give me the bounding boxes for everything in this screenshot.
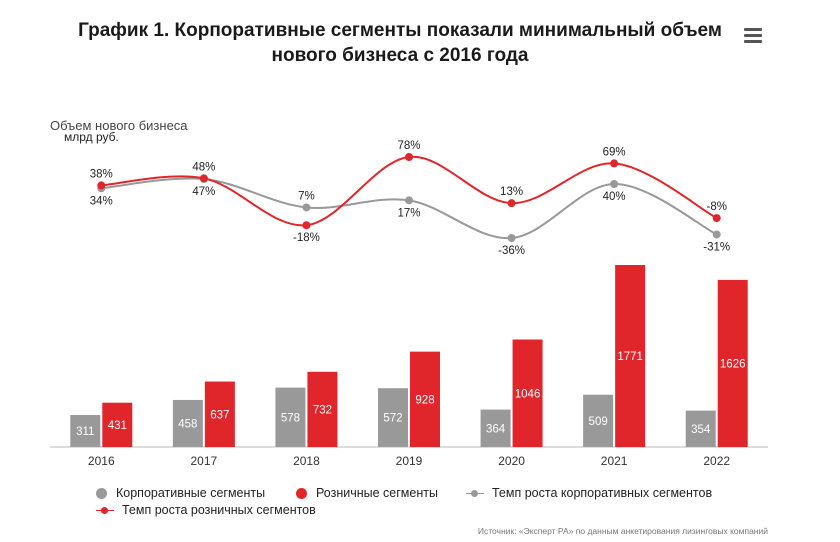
bar-label-corporate: 354: [691, 424, 711, 436]
point-corporate-growth: [712, 230, 721, 239]
bar-corporate: [275, 387, 306, 447]
bar-label-corporate: 578: [281, 412, 300, 424]
bar-retail: [615, 265, 646, 447]
x-tick-label: 2016: [88, 454, 115, 468]
label-corporate-growth: 7%: [298, 190, 315, 202]
point-corporate-growth: [302, 203, 311, 212]
bar-label-retail: 637: [210, 409, 229, 421]
bar-label-corporate: 364: [486, 423, 506, 435]
bar-label-retail: 431: [108, 420, 127, 432]
bar-corporate: [583, 394, 614, 447]
bar-corporate: [378, 388, 408, 447]
label-corporate-growth: -31%: [703, 241, 730, 253]
bar-label-retail: 1046: [515, 388, 541, 400]
bar-retail: [717, 279, 748, 447]
label-corporate-growth: -36%: [498, 245, 525, 257]
legend-swatch-retail: [296, 487, 307, 499]
point-retail-growth: [610, 159, 619, 168]
bar-retail: [307, 371, 338, 447]
legend-item-corporate-growth[interactable]: Темп роста корпоративных сегментов: [466, 486, 712, 500]
bar-corporate: [172, 399, 203, 447]
label-retail-growth: 48%: [192, 161, 215, 173]
point-retail-growth: [507, 199, 516, 208]
x-tick-label: 2018: [293, 454, 320, 468]
bar-label-corporate: 458: [178, 418, 197, 430]
label-corporate-growth: 34%: [90, 195, 113, 207]
bar-retail: [204, 381, 235, 447]
bar-label-retail: 732: [313, 404, 332, 416]
label-corporate-growth: 40%: [603, 191, 626, 203]
point-retail-growth: [405, 153, 413, 161]
legend-item-corporate[interactable]: Корпоративные сегменты: [96, 486, 265, 500]
point-corporate-growth: [610, 180, 619, 188]
y-axis-label: Объем нового бизнеса: [50, 118, 188, 133]
y-axis-unit: млрд руб.: [64, 130, 119, 144]
x-tick-label: 2021: [601, 454, 628, 468]
label-corporate-growth: 17%: [397, 207, 420, 219]
x-tick-label: 2020: [498, 454, 525, 468]
label-retail-growth: 13%: [500, 186, 523, 198]
legend-swatch-retail-growth: [96, 505, 114, 516]
legend-item-retail[interactable]: Розничные сегменты: [296, 486, 438, 500]
label-retail-growth: 69%: [603, 146, 626, 158]
hamburger-menu-icon[interactable]: [744, 28, 762, 43]
label-retail-growth: -8%: [706, 201, 726, 213]
bar-retail: [410, 351, 440, 447]
bar-retail: [102, 402, 133, 447]
point-corporate-growth: [405, 196, 413, 205]
bar-label-retail: 1626: [720, 358, 746, 370]
label-retail-growth: 38%: [90, 168, 113, 180]
point-retail-growth: [302, 221, 311, 230]
label-retail-growth: 78%: [397, 140, 420, 152]
point-retail-growth: [97, 181, 106, 190]
label-corporate-growth: 47%: [192, 186, 215, 198]
bar-label-retail: 928: [415, 394, 434, 406]
bar-retail: [512, 339, 543, 447]
point-retail-growth: [199, 174, 208, 183]
legend-swatch-corporate: [96, 487, 107, 499]
legend-swatch-corporate-growth: [466, 488, 484, 499]
bar-corporate: [685, 410, 716, 447]
bar-label-corporate: 311: [76, 426, 94, 438]
label-retail-growth: -18%: [293, 232, 320, 244]
bar-label-retail: 1771: [617, 351, 643, 363]
legend-label-retail-growth: Темп роста розничных сегментов: [122, 503, 316, 517]
point-corporate-growth: [507, 234, 516, 242]
x-tick-label: 2017: [191, 454, 218, 468]
bar-label-corporate: 509: [589, 416, 608, 428]
legend-label-corporate: Корпоративные сегменты: [116, 486, 266, 500]
bar-label-corporate: 572: [383, 413, 402, 425]
source-note: Источник: «Эксперт РА» по данным анкетир…: [477, 526, 768, 536]
point-retail-growth: [712, 214, 721, 223]
chart-title: График 1. Корпоративные сегменты показал…: [78, 20, 722, 66]
x-tick-label: 2019: [396, 454, 423, 468]
x-tick-label: 2022: [703, 454, 730, 468]
bar-corporate: [480, 409, 511, 447]
legend-label-retail: Розничные сегменты: [316, 486, 438, 500]
legend-label-corporate-growth: Темп роста корпоративных сегментов: [492, 486, 713, 500]
bar-corporate: [70, 415, 101, 447]
legend-item-retail-growth[interactable]: Темп роста розничных сегментов: [96, 503, 316, 517]
